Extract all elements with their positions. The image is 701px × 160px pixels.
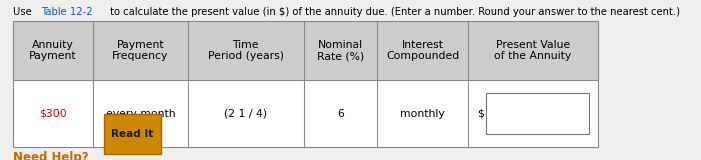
Text: 6: 6 [337, 109, 343, 119]
Text: (2 1 / 4): (2 1 / 4) [224, 109, 267, 119]
Text: Read It: Read It [111, 129, 154, 139]
Bar [13, 80, 598, 147]
Text: Present Value
of the Annuity: Present Value of the Annuity [494, 40, 572, 61]
Text: Payment
Frequency: Payment Frequency [112, 40, 169, 61]
Bar [13, 21, 598, 147]
Text: Use: Use [13, 7, 34, 17]
Text: $300: $300 [39, 109, 67, 119]
Text: $: $ [477, 109, 484, 119]
Text: Nominal
Rate (%): Nominal Rate (%) [317, 40, 364, 61]
Text: Annuity
Payment: Annuity Payment [29, 40, 76, 61]
Text: Need Help?: Need Help? [13, 151, 88, 160]
Bar [486, 93, 589, 134]
Text: monthly: monthly [400, 109, 445, 119]
Text: Time
Period (years): Time Period (years) [207, 40, 284, 61]
Bar [13, 21, 598, 80]
Text: every month: every month [106, 109, 175, 119]
Text: to calculate the present value (in $) of the annuity due. (Enter a number. Round: to calculate the present value (in $) of… [107, 7, 681, 17]
Text: Table 12-2: Table 12-2 [41, 7, 93, 17]
Text: Interest
Compounded: Interest Compounded [386, 40, 459, 61]
FancyBboxPatch shape [104, 114, 161, 154]
